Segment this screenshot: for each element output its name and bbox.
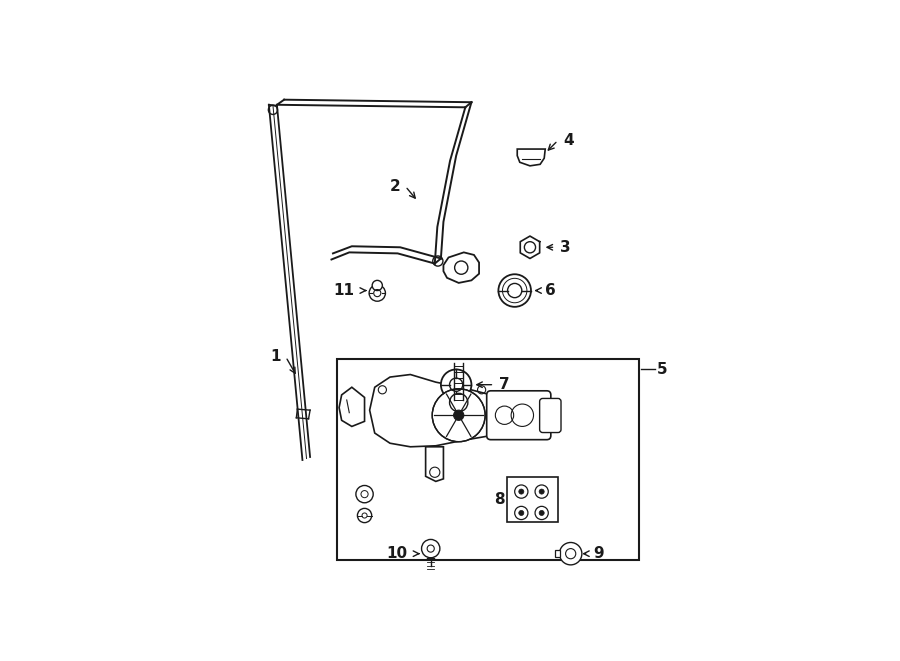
Polygon shape — [518, 149, 545, 166]
Circle shape — [518, 510, 524, 516]
Circle shape — [421, 539, 440, 558]
Circle shape — [449, 393, 468, 412]
Text: 7: 7 — [500, 377, 510, 392]
FancyBboxPatch shape — [487, 391, 551, 440]
Circle shape — [539, 510, 544, 516]
Text: 6: 6 — [545, 283, 556, 298]
Circle shape — [536, 485, 548, 498]
Circle shape — [369, 285, 385, 301]
Text: 11: 11 — [333, 283, 355, 298]
Polygon shape — [370, 375, 490, 447]
Circle shape — [356, 485, 373, 503]
Text: 3: 3 — [561, 240, 572, 254]
Text: 10: 10 — [387, 546, 408, 561]
Circle shape — [539, 489, 544, 494]
Text: 5: 5 — [657, 362, 668, 377]
Circle shape — [515, 485, 528, 498]
Text: 4: 4 — [563, 133, 573, 148]
Circle shape — [441, 369, 472, 400]
Circle shape — [357, 508, 372, 523]
Text: 9: 9 — [594, 546, 604, 561]
Circle shape — [515, 506, 528, 520]
Bar — [555, 550, 561, 557]
Circle shape — [373, 280, 382, 291]
Text: 2: 2 — [390, 178, 400, 194]
Circle shape — [560, 543, 582, 565]
Circle shape — [536, 506, 548, 520]
Circle shape — [432, 389, 485, 442]
Polygon shape — [339, 387, 365, 426]
Bar — [337, 360, 639, 561]
FancyBboxPatch shape — [540, 399, 561, 432]
Circle shape — [518, 489, 524, 494]
Circle shape — [454, 410, 464, 420]
Text: 8: 8 — [494, 492, 505, 507]
Polygon shape — [444, 253, 479, 283]
Bar — [507, 477, 558, 522]
Text: 1: 1 — [270, 349, 281, 364]
Polygon shape — [426, 447, 444, 481]
Circle shape — [499, 274, 531, 307]
